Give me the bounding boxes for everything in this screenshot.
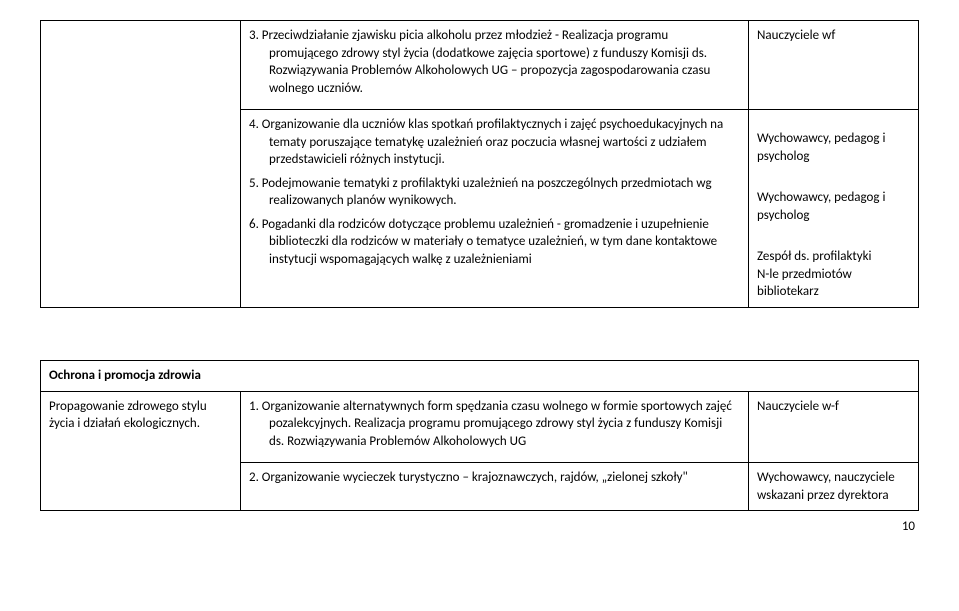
- cell-content: 2. Organizowanie wycieczek turystyczno –…: [241, 463, 749, 511]
- cell-responsible: Wychowawcy, nauczyciele wskazani przez d…: [748, 463, 918, 511]
- responsible-text: Zespół ds. profilaktyki: [757, 248, 910, 266]
- responsible-text: N-le przedmiotów: [757, 266, 910, 284]
- bottom-table: Ochrona i promocja zdrowia Propagowanie …: [40, 360, 919, 511]
- responsible-text: bibliotekarz: [757, 283, 910, 301]
- cell-content: 4. Organizowanie dla uczniów klas spotka…: [241, 110, 749, 308]
- cell-responsible: Wychowawcy, pedagog i psycholog Wychowaw…: [749, 110, 919, 308]
- list-item: 2. Organizowanie wycieczek turystyczno –…: [249, 469, 740, 487]
- spacer-row: [41, 308, 919, 361]
- page-number: 10: [40, 519, 919, 534]
- cell-responsible: Nauczyciele wf: [749, 21, 919, 110]
- cell-content: 1. Organizowanie alternatywnych form spę…: [241, 391, 749, 463]
- list-item: 3. Przeciwdziałanie zjawisku picia alkoh…: [249, 27, 740, 97]
- list-item: 4. Organizowanie dla uczniów klas spotka…: [249, 116, 740, 169]
- list-item: 1. Organizowanie alternatywnych form spę…: [249, 398, 740, 451]
- responsible-text: Wychowawcy, pedagog i psycholog: [757, 130, 910, 165]
- section-header: Ochrona i promocja zdrowia: [41, 361, 919, 392]
- responsible-text: Wychowawcy, pedagog i psycholog: [757, 189, 910, 224]
- top-table: 3. Przeciwdziałanie zjawisku picia alkoh…: [40, 20, 919, 360]
- cell-topic: Propagowanie zdrowego stylu życia i dzia…: [41, 391, 241, 511]
- cell-responsible: Nauczyciele w-f: [748, 391, 918, 463]
- table-row: 3. Przeciwdziałanie zjawisku picia alkoh…: [41, 21, 919, 110]
- list-item: 6. Pogadanki dla rodziców dotyczące prob…: [249, 216, 740, 269]
- cell-content: 3. Przeciwdziałanie zjawisku picia alkoh…: [241, 21, 749, 110]
- cell-empty: [41, 21, 241, 308]
- header-row: Ochrona i promocja zdrowia: [41, 361, 919, 392]
- table-row: Propagowanie zdrowego stylu życia i dzia…: [41, 391, 919, 463]
- list-item: 5. Podejmowanie tematyki z profilaktyki …: [249, 175, 740, 210]
